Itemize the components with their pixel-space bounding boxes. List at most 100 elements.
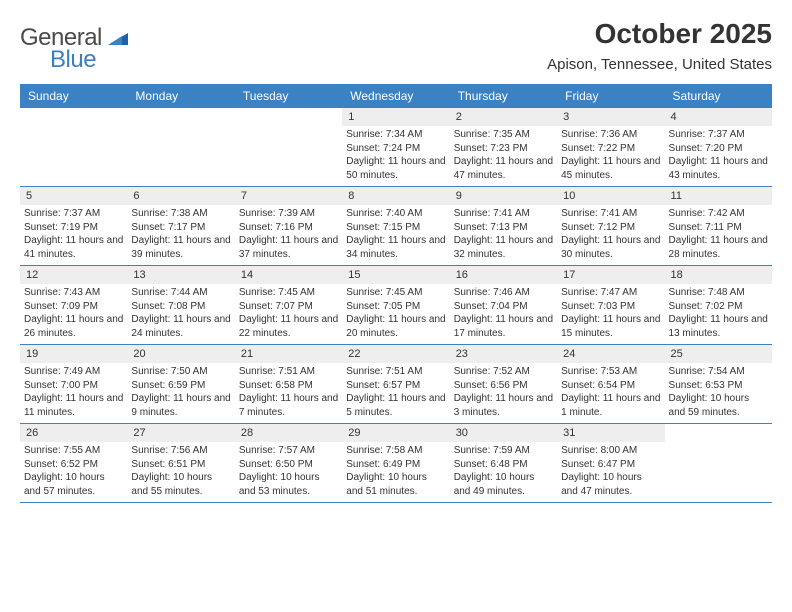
day-number: 15 xyxy=(342,266,449,284)
sunrise-text: Sunrise: 7:47 AM xyxy=(561,286,660,300)
sunset-text: Sunset: 7:13 PM xyxy=(454,221,553,235)
dayname-sunday: Sunday xyxy=(20,84,127,108)
calendar-cell xyxy=(127,108,234,186)
cell-body: Sunrise: 7:56 AMSunset: 6:51 PMDaylight:… xyxy=(127,442,234,502)
sunrise-text: Sunrise: 7:38 AM xyxy=(131,207,230,221)
day-number: 18 xyxy=(665,266,772,284)
cell-body: Sunrise: 7:41 AMSunset: 7:13 PMDaylight:… xyxy=(450,205,557,265)
sunset-text: Sunset: 6:50 PM xyxy=(239,458,338,472)
day-number: 3 xyxy=(557,108,664,126)
sunrise-text: Sunrise: 7:59 AM xyxy=(454,444,553,458)
day-number: 20 xyxy=(127,345,234,363)
calendar-cell: 27Sunrise: 7:56 AMSunset: 6:51 PMDayligh… xyxy=(127,424,234,502)
calendar: Sunday Monday Tuesday Wednesday Thursday… xyxy=(20,84,772,503)
dayname-friday: Friday xyxy=(557,84,664,108)
calendar-cell: 7Sunrise: 7:39 AMSunset: 7:16 PMDaylight… xyxy=(235,187,342,265)
calendar-cell: 18Sunrise: 7:48 AMSunset: 7:02 PMDayligh… xyxy=(665,266,772,344)
day-number: 22 xyxy=(342,345,449,363)
daylight-text: Daylight: 11 hours and 30 minutes. xyxy=(561,234,660,261)
sunset-text: Sunset: 7:04 PM xyxy=(454,300,553,314)
sunset-text: Sunset: 7:11 PM xyxy=(669,221,768,235)
day-number: 19 xyxy=(20,345,127,363)
sunrise-text: Sunrise: 7:43 AM xyxy=(24,286,123,300)
logo: General Blue xyxy=(20,24,128,74)
calendar-cell: 13Sunrise: 7:44 AMSunset: 7:08 PMDayligh… xyxy=(127,266,234,344)
day-number: 4 xyxy=(665,108,772,126)
day-number: 12 xyxy=(20,266,127,284)
calendar-cell: 8Sunrise: 7:40 AMSunset: 7:15 PMDaylight… xyxy=(342,187,449,265)
day-number: 31 xyxy=(557,424,664,442)
sunrise-text: Sunrise: 7:50 AM xyxy=(131,365,230,379)
cell-body: Sunrise: 7:54 AMSunset: 6:53 PMDaylight:… xyxy=(665,363,772,423)
daylight-text: Daylight: 11 hours and 37 minutes. xyxy=(239,234,338,261)
sunrise-text: Sunrise: 7:49 AM xyxy=(24,365,123,379)
cell-body: Sunrise: 7:39 AMSunset: 7:16 PMDaylight:… xyxy=(235,205,342,265)
day-number: 9 xyxy=(450,187,557,205)
cell-body: Sunrise: 7:51 AMSunset: 6:57 PMDaylight:… xyxy=(342,363,449,423)
calendar-cell: 29Sunrise: 7:58 AMSunset: 6:49 PMDayligh… xyxy=(342,424,449,502)
sunset-text: Sunset: 6:57 PM xyxy=(346,379,445,393)
dayname-thursday: Thursday xyxy=(450,84,557,108)
dayname-tuesday: Tuesday xyxy=(235,84,342,108)
sunrise-text: Sunrise: 7:41 AM xyxy=(454,207,553,221)
sunrise-text: Sunrise: 7:40 AM xyxy=(346,207,445,221)
day-number: 14 xyxy=(235,266,342,284)
cell-body: Sunrise: 7:51 AMSunset: 6:58 PMDaylight:… xyxy=(235,363,342,423)
sunrise-text: Sunrise: 7:51 AM xyxy=(239,365,338,379)
cell-body: Sunrise: 7:53 AMSunset: 6:54 PMDaylight:… xyxy=(557,363,664,423)
week-row: 26Sunrise: 7:55 AMSunset: 6:52 PMDayligh… xyxy=(20,424,772,503)
calendar-cell xyxy=(235,108,342,186)
calendar-cell: 5Sunrise: 7:37 AMSunset: 7:19 PMDaylight… xyxy=(20,187,127,265)
cell-body: Sunrise: 7:41 AMSunset: 7:12 PMDaylight:… xyxy=(557,205,664,265)
calendar-cell: 10Sunrise: 7:41 AMSunset: 7:12 PMDayligh… xyxy=(557,187,664,265)
calendar-cell: 21Sunrise: 7:51 AMSunset: 6:58 PMDayligh… xyxy=(235,345,342,423)
daylight-text: Daylight: 10 hours and 49 minutes. xyxy=(454,471,553,498)
calendar-cell: 12Sunrise: 7:43 AMSunset: 7:09 PMDayligh… xyxy=(20,266,127,344)
sunset-text: Sunset: 7:03 PM xyxy=(561,300,660,314)
day-number: 23 xyxy=(450,345,557,363)
calendar-cell: 23Sunrise: 7:52 AMSunset: 6:56 PMDayligh… xyxy=(450,345,557,423)
sunrise-text: Sunrise: 7:53 AM xyxy=(561,365,660,379)
day-number: 16 xyxy=(450,266,557,284)
week-row: 12Sunrise: 7:43 AMSunset: 7:09 PMDayligh… xyxy=(20,266,772,345)
page-subtitle: Apison, Tennessee, United States xyxy=(547,56,772,73)
daylight-text: Daylight: 11 hours and 43 minutes. xyxy=(669,155,768,182)
cell-body: Sunrise: 7:35 AMSunset: 7:23 PMDaylight:… xyxy=(450,126,557,186)
sunrise-text: Sunrise: 7:55 AM xyxy=(24,444,123,458)
cell-body: Sunrise: 7:58 AMSunset: 6:49 PMDaylight:… xyxy=(342,442,449,502)
daylight-text: Daylight: 11 hours and 17 minutes. xyxy=(454,313,553,340)
day-number: 27 xyxy=(127,424,234,442)
cell-body: Sunrise: 7:36 AMSunset: 7:22 PMDaylight:… xyxy=(557,126,664,186)
sunrise-text: Sunrise: 7:51 AM xyxy=(346,365,445,379)
sunset-text: Sunset: 7:22 PM xyxy=(561,142,660,156)
day-number xyxy=(127,108,234,114)
calendar-cell: 19Sunrise: 7:49 AMSunset: 7:00 PMDayligh… xyxy=(20,345,127,423)
logo-icon xyxy=(108,27,128,50)
daylight-text: Daylight: 11 hours and 22 minutes. xyxy=(239,313,338,340)
sunrise-text: Sunrise: 7:48 AM xyxy=(669,286,768,300)
sunset-text: Sunset: 7:24 PM xyxy=(346,142,445,156)
sunset-text: Sunset: 6:58 PM xyxy=(239,379,338,393)
calendar-cell: 17Sunrise: 7:47 AMSunset: 7:03 PMDayligh… xyxy=(557,266,664,344)
calendar-cell: 1Sunrise: 7:34 AMSunset: 7:24 PMDaylight… xyxy=(342,108,449,186)
page-title: October 2025 xyxy=(547,18,772,50)
daylight-text: Daylight: 11 hours and 47 minutes. xyxy=(454,155,553,182)
day-number: 6 xyxy=(127,187,234,205)
day-number: 30 xyxy=(450,424,557,442)
calendar-cell: 25Sunrise: 7:54 AMSunset: 6:53 PMDayligh… xyxy=(665,345,772,423)
day-number: 21 xyxy=(235,345,342,363)
daylight-text: Daylight: 11 hours and 41 minutes. xyxy=(24,234,123,261)
sunrise-text: Sunrise: 7:39 AM xyxy=(239,207,338,221)
calendar-cell: 3Sunrise: 7:36 AMSunset: 7:22 PMDaylight… xyxy=(557,108,664,186)
calendar-cell: 2Sunrise: 7:35 AMSunset: 7:23 PMDaylight… xyxy=(450,108,557,186)
calendar-cell: 28Sunrise: 7:57 AMSunset: 6:50 PMDayligh… xyxy=(235,424,342,502)
sunrise-text: Sunrise: 7:54 AM xyxy=(669,365,768,379)
calendar-cell: 11Sunrise: 7:42 AMSunset: 7:11 PMDayligh… xyxy=(665,187,772,265)
day-number: 10 xyxy=(557,187,664,205)
calendar-cell: 20Sunrise: 7:50 AMSunset: 6:59 PMDayligh… xyxy=(127,345,234,423)
day-number xyxy=(665,424,772,430)
daylight-text: Daylight: 10 hours and 55 minutes. xyxy=(131,471,230,498)
daylight-text: Daylight: 11 hours and 28 minutes. xyxy=(669,234,768,261)
cell-body: Sunrise: 7:37 AMSunset: 7:19 PMDaylight:… xyxy=(20,205,127,265)
cell-body: Sunrise: 7:45 AMSunset: 7:07 PMDaylight:… xyxy=(235,284,342,344)
